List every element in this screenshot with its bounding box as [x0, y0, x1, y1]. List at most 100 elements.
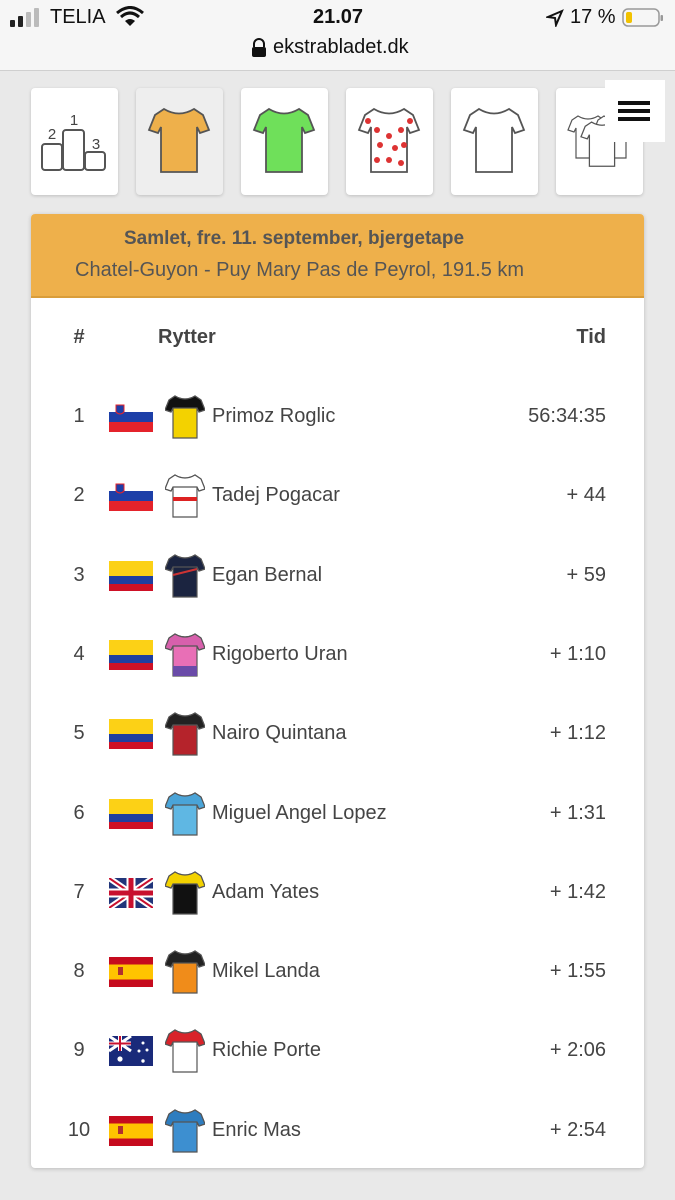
time: + 1:10 [549, 642, 606, 665]
stage-subtitle: Chatel-Guyon - Puy Mary Pas de Peyrol, 1… [75, 259, 525, 281]
flag-icon [108, 1035, 153, 1067]
hamburger-icon [618, 101, 650, 121]
rider-name: Richie Porte [212, 1039, 321, 1062]
results-card: Samlet, fre. 11. september, bjergetape C… [31, 214, 644, 1168]
stage-header: Samlet, fre. 11. september, bjergetape C… [31, 214, 644, 298]
jersey-icon [164, 712, 206, 756]
flag [109, 957, 153, 988]
rank: 4 [73, 642, 85, 665]
flag [108, 1035, 153, 1067]
jersey-icon [164, 1108, 206, 1153]
rider-name: Mikel Landa [212, 960, 320, 983]
jersey-icon [164, 633, 206, 677]
flag [109, 639, 153, 670]
jersey-icon [147, 107, 211, 173]
rider-name: Egan Bernal [212, 563, 323, 586]
jersey-icon [164, 871, 206, 915]
tab-green-jersey[interactable] [241, 88, 328, 195]
battery-percent: 17 % [570, 6, 616, 28]
flag-icon [109, 719, 153, 750]
flag-icon [109, 560, 153, 591]
flag-icon [109, 402, 153, 432]
rank: 5 [73, 722, 85, 745]
signal-icon [10, 8, 39, 27]
rank: 6 [73, 801, 85, 824]
menu-button[interactable] [605, 80, 665, 142]
time: + 44 [566, 484, 606, 507]
location-icon [546, 9, 564, 27]
tab-yellow-jersey[interactable] [136, 88, 223, 195]
wifi-icon [116, 6, 144, 26]
jersey-icon [357, 107, 421, 173]
team-jersey [164, 553, 206, 599]
flag-icon [109, 798, 153, 829]
jersey-icon [164, 395, 206, 439]
team-jersey [164, 949, 206, 995]
rider-name: Adam Yates [212, 880, 320, 903]
podium-icon: 1 2 3 [41, 112, 106, 171]
jersey-icon [164, 791, 206, 836]
battery-icon [622, 8, 663, 27]
column-header: Rytter [158, 326, 216, 348]
flag-icon [109, 957, 153, 988]
jersey-icon [164, 1029, 206, 1073]
team-jersey [164, 1028, 206, 1074]
rider-name: Primoz Roglic [212, 405, 336, 427]
rank: 8 [73, 960, 85, 983]
flag [109, 1115, 153, 1146]
team-jersey [164, 632, 206, 678]
time: + 2:54 [549, 1118, 606, 1141]
flag [109, 481, 153, 512]
column-header: Tid [576, 326, 606, 348]
clock: 21.07 [312, 6, 364, 28]
team-jersey [164, 791, 206, 837]
time: + 1:12 [549, 722, 606, 745]
carrier: TELIA [50, 6, 106, 28]
jersey-icon [164, 950, 206, 994]
flag [109, 560, 153, 591]
tab-polka-jersey[interactable] [346, 88, 433, 195]
rider-name: Tadej Pogacar [212, 484, 340, 507]
team-jersey [164, 870, 206, 916]
flag [109, 719, 153, 750]
rank: 10 [67, 1118, 91, 1141]
podium-label: 3 [92, 136, 100, 153]
time: 56:34:35 [528, 405, 606, 427]
jersey-icon [462, 107, 526, 173]
time: + 1:31 [549, 801, 606, 824]
flag [107, 875, 155, 911]
team-jersey [164, 1108, 206, 1154]
rank: 1 [73, 405, 85, 427]
rider-name: Nairo Quintana [212, 722, 347, 745]
jersey-icon [252, 107, 316, 173]
jersey-icon [164, 474, 206, 518]
url[interactable]: ekstrabladet.dk [273, 36, 409, 58]
team-jersey [164, 711, 206, 757]
time: + 59 [566, 563, 606, 586]
column-header: # [73, 326, 85, 348]
time: + 2:06 [549, 1039, 606, 1062]
time: + 1:42 [549, 880, 606, 903]
tab-team[interactable] [556, 88, 643, 195]
team-jersey [164, 394, 206, 440]
flag [109, 798, 153, 829]
rank: 3 [73, 563, 85, 586]
lock-icon [252, 38, 266, 57]
rank: 7 [73, 880, 85, 903]
podium-label: 1 [70, 112, 78, 129]
flag-icon [109, 639, 153, 670]
tab-podium[interactable]: 1 2 3 [31, 88, 118, 195]
flag-icon [107, 875, 155, 911]
jersey-icon [164, 553, 206, 598]
flag-icon [109, 1115, 153, 1146]
rank: 2 [73, 484, 85, 507]
podium-label: 2 [48, 126, 56, 143]
rider-name: Rigoberto Uran [212, 642, 348, 665]
flag [109, 402, 153, 432]
flag-icon [109, 481, 153, 512]
tab-white-jersey[interactable] [451, 88, 538, 195]
rank: 9 [73, 1039, 85, 1062]
status-bar: TELIA 21.07 17 % ekstrabladet.dk [0, 0, 675, 71]
rider-name: Miguel Angel Lopez [212, 801, 387, 824]
